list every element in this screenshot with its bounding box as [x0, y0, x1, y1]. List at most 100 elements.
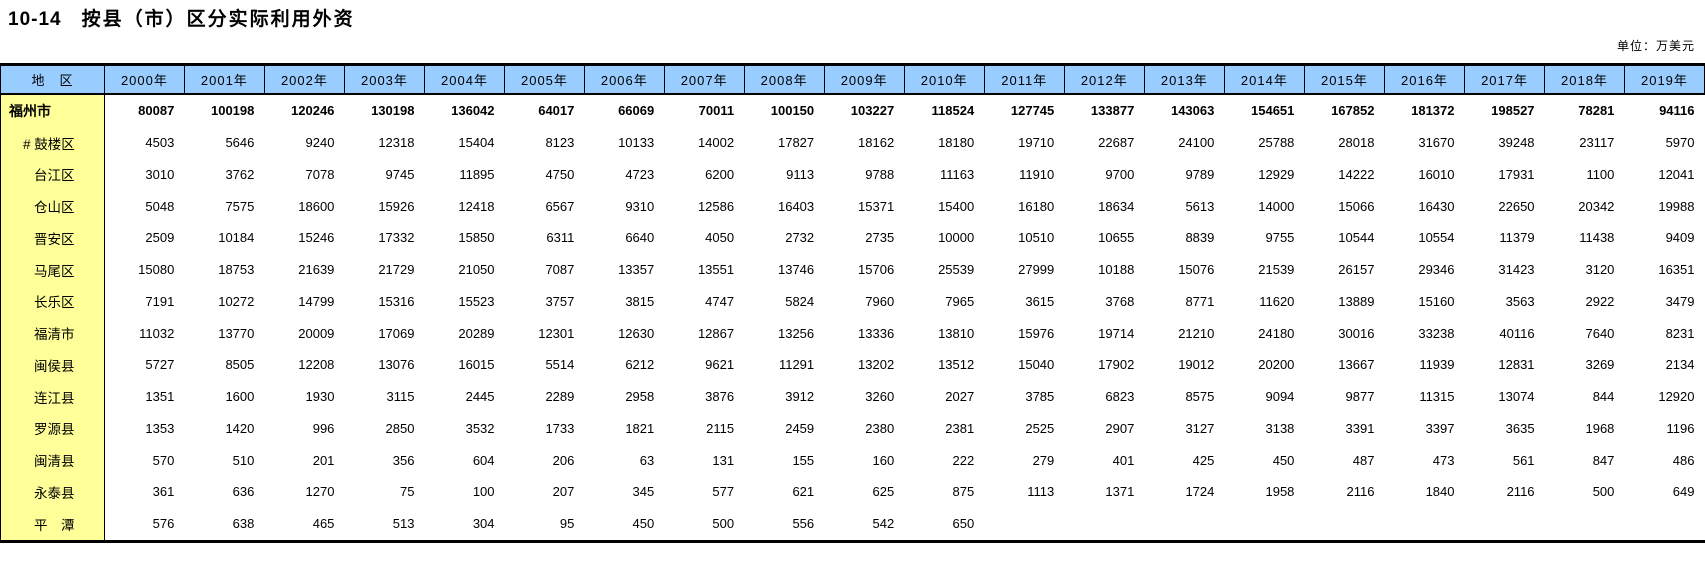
value-cell: 16180 — [1018, 198, 1055, 214]
value-cell: 7575 — [225, 198, 255, 214]
value-cell: 136042 — [451, 103, 495, 119]
value-cell: 21639 — [298, 262, 335, 278]
value-cell: 500 — [1592, 484, 1615, 500]
value-cell: 8839 — [1185, 230, 1215, 246]
value-cell: 17931 — [1498, 166, 1535, 182]
value-cell: 160 — [872, 452, 895, 468]
value-cell: 100 — [472, 484, 495, 500]
value-cell: 13889 — [1338, 293, 1375, 309]
value-cell: 3138 — [1265, 420, 1295, 436]
value-cell: 5727 — [145, 357, 175, 373]
region-label: 长乐区 — [0, 285, 105, 318]
value-cell: 2850 — [385, 420, 415, 436]
table-row: 闽清县 570 510 201 356 604 206 63 131 155 160 222 279 40… — [0, 444, 1705, 476]
value-cell: 1113 — [1027, 484, 1055, 500]
value-cell: 1100 — [1586, 166, 1615, 182]
value-cell: 23117 — [1579, 135, 1615, 151]
value-cell: 70011 — [698, 103, 735, 119]
value-cell: 1821 — [625, 420, 655, 436]
value-cell: 6823 — [1105, 389, 1135, 405]
year-column-header: 2005年 — [504, 64, 585, 95]
year-column-header: 2012年 — [1064, 64, 1145, 95]
value-cell: 3479 — [1665, 293, 1695, 309]
value-cell: 561 — [1512, 452, 1535, 468]
value-cell: 576 — [152, 516, 175, 532]
value-cell: 18753 — [218, 262, 255, 278]
value-cell: 7191 — [145, 293, 175, 309]
value-cell: 3532 — [465, 420, 495, 436]
region-label: 连江县 — [0, 380, 105, 413]
region-label: 罗源县 — [0, 412, 105, 445]
value-cell: 9877 — [1345, 389, 1375, 405]
value-cell: 100198 — [210, 103, 255, 119]
value-cell: 30016 — [1338, 325, 1375, 341]
value-cell: 5048 — [145, 198, 175, 214]
value-cell: 9094 — [1265, 389, 1295, 405]
value-cell: 20289 — [458, 325, 495, 341]
table-row: 长乐区 7191 10272 14799 15316 15523 3757 3815 4747 5… — [0, 285, 1705, 318]
value-cell: 11939 — [1419, 357, 1455, 373]
value-cell: 11315 — [1419, 389, 1455, 405]
table-row: 永泰县 361 636 1270 75 100 207 345 577 621 625 875 1113… — [0, 476, 1705, 508]
value-cell: 3876 — [705, 389, 735, 405]
value-cell: 17902 — [1098, 357, 1135, 373]
value-cell: 1724 — [1185, 484, 1215, 500]
value-cell: 638 — [232, 516, 255, 532]
year-column-header: 2001年 — [184, 64, 265, 95]
value-cell: 16403 — [777, 198, 815, 214]
table-row: 闽侯县 5727 8505 12208 13076 16015 5514 6212 9621 11… — [0, 349, 1705, 381]
value-cell: 21210 — [1178, 325, 1215, 341]
value-cell: 7078 — [305, 166, 335, 182]
value-cell: 2380 — [865, 420, 895, 436]
value-cell: 10000 — [938, 230, 975, 246]
value-cell — [984, 508, 1064, 541]
value-cell: 9240 — [305, 135, 335, 151]
value-cell: 11163 — [939, 166, 975, 182]
value-cell: 1840 — [1425, 484, 1455, 500]
value-cell: 996 — [312, 420, 335, 436]
value-cell: 10655 — [1098, 230, 1135, 246]
value-cell: 2958 — [625, 389, 655, 405]
value-cell: 15246 — [298, 230, 335, 246]
value-cell: 3397 — [1425, 420, 1455, 436]
value-cell: 16430 — [1418, 198, 1455, 214]
value-cell: 15076 — [1178, 262, 1215, 278]
value-cell: 155 — [792, 452, 815, 468]
value-cell: 13202 — [858, 357, 895, 373]
table-row: 台江区 3010 3762 7078 9745 11895 4750 4723 6200 9113… — [0, 158, 1705, 191]
value-cell: 2907 — [1105, 420, 1135, 436]
region-label: 台江区 — [0, 158, 105, 191]
value-cell: 8575 — [1185, 389, 1215, 405]
value-cell: 11032 — [139, 325, 175, 341]
table-row: # 鼓楼区 4503 5646 9240 12318 15404 8123 10133 1400… — [0, 126, 1705, 159]
value-cell: 1353 — [145, 420, 175, 436]
value-cell: 26157 — [1338, 262, 1375, 278]
value-cell: 12301 — [538, 325, 575, 341]
value-cell: 64017 — [538, 103, 575, 119]
value-cell: 577 — [712, 484, 735, 500]
value-cell: 11620 — [1259, 293, 1295, 309]
value-cell: 2027 — [945, 389, 975, 405]
year-column-header: 2017年 — [1464, 64, 1546, 95]
value-cell: 3260 — [865, 389, 895, 405]
value-cell: 75 — [400, 484, 415, 500]
year-column-header: 2007年 — [664, 64, 745, 95]
value-cell: 1270 — [305, 484, 335, 500]
value-cell: 13770 — [218, 325, 255, 341]
value-cell: 875 — [952, 484, 975, 500]
value-cell: 33238 — [1418, 325, 1455, 341]
value-cell: 201 — [312, 452, 335, 468]
region-label: 福清市 — [0, 317, 105, 349]
value-cell: 19012 — [1178, 357, 1215, 373]
value-cell: 12920 — [1658, 389, 1695, 405]
value-cell: 21050 — [458, 262, 495, 278]
value-cell: 3391 — [1345, 420, 1375, 436]
value-cell: 2115 — [706, 420, 735, 436]
value-cell: 9745 — [385, 166, 415, 182]
value-cell: 9113 — [786, 166, 815, 182]
value-cell: 133877 — [1090, 103, 1135, 119]
value-cell: 15040 — [1018, 357, 1055, 373]
region-label: 闽清县 — [0, 444, 105, 476]
value-cell: 10510 — [1018, 230, 1055, 246]
